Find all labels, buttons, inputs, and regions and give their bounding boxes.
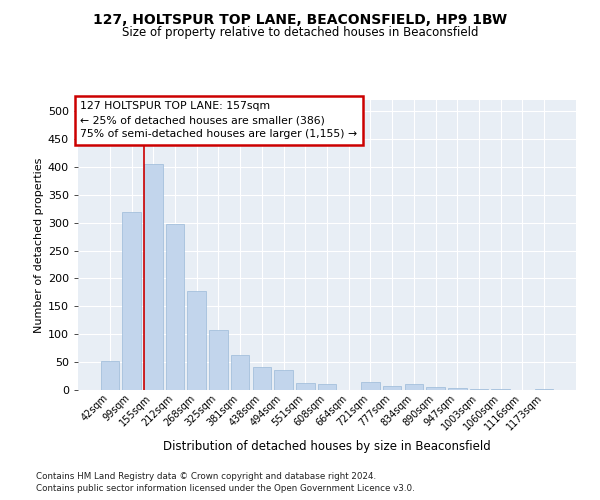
Bar <box>361 382 380 390</box>
Bar <box>318 384 336 390</box>
Bar <box>122 212 141 390</box>
Bar <box>427 387 445 390</box>
Bar <box>209 330 227 390</box>
Bar <box>166 224 184 390</box>
Bar <box>296 384 314 390</box>
Text: Size of property relative to detached houses in Beaconsfield: Size of property relative to detached ho… <box>122 26 478 39</box>
Text: 127, HOLTSPUR TOP LANE, BEACONSFIELD, HP9 1BW: 127, HOLTSPUR TOP LANE, BEACONSFIELD, HP… <box>93 12 507 26</box>
Bar <box>404 384 423 390</box>
Bar <box>253 367 271 390</box>
Text: Contains public sector information licensed under the Open Government Licence v3: Contains public sector information licen… <box>36 484 415 493</box>
Text: 127 HOLTSPUR TOP LANE: 157sqm
← 25% of detached houses are smaller (386)
75% of : 127 HOLTSPUR TOP LANE: 157sqm ← 25% of d… <box>80 102 358 140</box>
X-axis label: Distribution of detached houses by size in Beaconsfield: Distribution of detached houses by size … <box>163 440 491 454</box>
Bar <box>274 370 293 390</box>
Bar <box>448 388 467 390</box>
Text: Contains HM Land Registry data © Crown copyright and database right 2024.: Contains HM Land Registry data © Crown c… <box>36 472 376 481</box>
Bar <box>144 164 163 390</box>
Y-axis label: Number of detached properties: Number of detached properties <box>34 158 44 332</box>
Bar <box>101 361 119 390</box>
Bar <box>231 355 250 390</box>
Bar <box>383 386 401 390</box>
Bar <box>187 290 206 390</box>
Bar <box>535 389 553 390</box>
